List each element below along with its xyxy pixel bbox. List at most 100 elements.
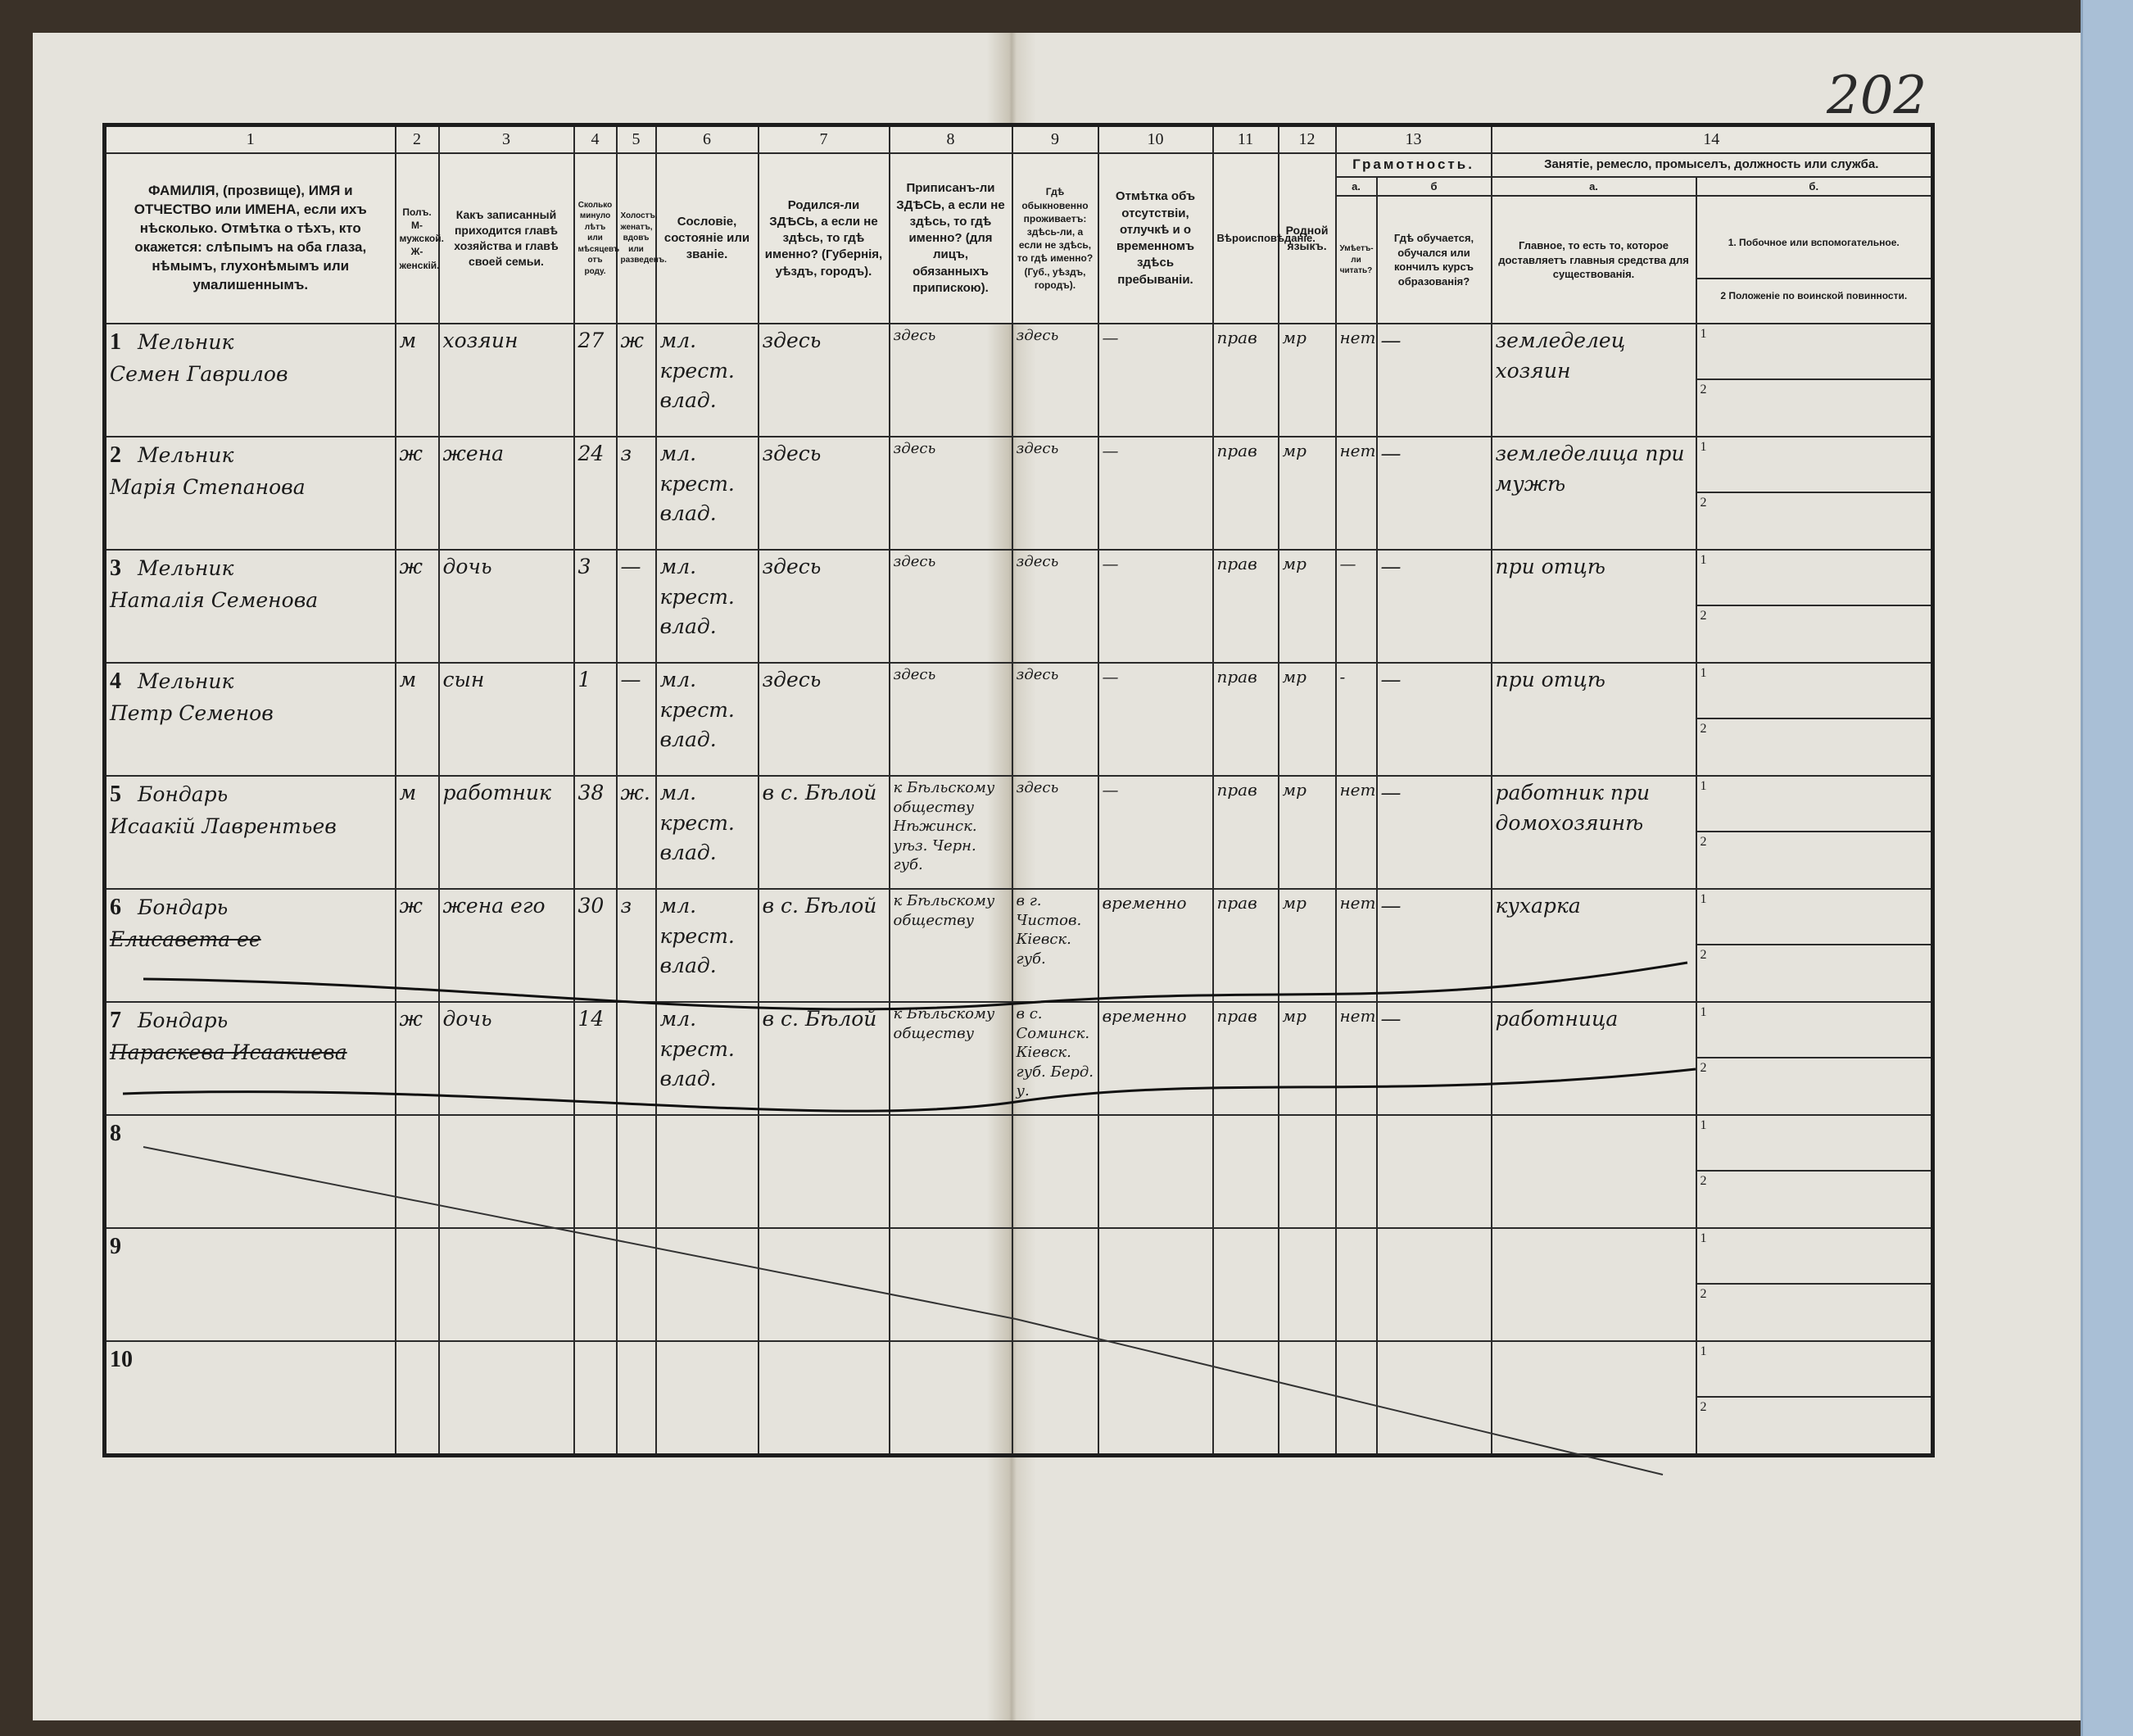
col-number: 14 — [1490, 124, 1934, 154]
occupation-cell: земледелица при мужѣ — [1490, 436, 1697, 551]
born-cell: здесь — [757, 662, 890, 777]
military-status-slot: 2 — [1700, 1400, 1707, 1415]
col-number: 12 — [1277, 124, 1337, 154]
estate-cell: мл. крест. влад. — [654, 436, 759, 551]
religion-value: прав — [1216, 441, 1257, 461]
sex-value: ж — [399, 442, 423, 466]
given-name-patronymic: Семен Гаврилов — [110, 362, 288, 387]
resides-cell — [1011, 1340, 1099, 1457]
relation-value: хозяин — [442, 329, 519, 353]
literate-value: - — [1339, 667, 1346, 687]
header-marital: Холостъ, женатъ, вдовъ или разведенъ. — [615, 152, 667, 325]
marital-value: — — [620, 668, 641, 692]
blue-folder-edge — [2081, 0, 2133, 1736]
estate-cell — [654, 1340, 759, 1457]
military-status-slot: 2 — [1700, 948, 1707, 963]
given-name-patronymic: Параскева Исаакиева — [110, 1040, 347, 1065]
table-row: 7 Бондарь Параскева Исаакиева ж дочь 14 мл. кр… — [103, 1001, 1934, 1117]
marital-value: з — [620, 442, 632, 466]
registered-value: здесь — [893, 440, 936, 458]
language-cell: мр — [1277, 662, 1337, 777]
occupation-cell — [1490, 1227, 1697, 1343]
surname: Мельник — [138, 556, 234, 581]
relation-cell: жена — [437, 436, 575, 551]
marital-value: ж. — [620, 781, 650, 805]
secondary-occupation-slot: 1 — [1696, 777, 1931, 833]
table-row: 4 Мельник Петр Семенов м сын 1 — мл. крест. вла… — [103, 662, 1934, 777]
education-cell: — — [1375, 1001, 1492, 1117]
sex-cell: м — [394, 323, 440, 438]
literate-value: — — [1339, 554, 1356, 574]
relation-value: жена — [442, 442, 505, 466]
header-13b-letter: б — [1375, 175, 1492, 197]
relation-value: жена его — [442, 894, 546, 918]
registered-cell: здесь — [888, 549, 1013, 664]
col-number: 11 — [1211, 124, 1279, 154]
name-cell: 5 Бондарь Исаакій Лаврентьев — [103, 775, 396, 891]
literate-value: нет — [1339, 893, 1376, 913]
religion-value: прав — [1216, 780, 1257, 800]
marital-value: — — [620, 555, 641, 579]
absence-cell: — — [1097, 323, 1214, 438]
education-value: — — [1380, 668, 1402, 692]
sex-cell — [394, 1114, 440, 1230]
resides-value: здесь — [1016, 327, 1059, 345]
registered-cell — [888, 1114, 1013, 1230]
surname: Мельник — [138, 443, 234, 468]
relation-value: сын — [442, 668, 485, 692]
age-value: 38 — [577, 781, 605, 805]
religion-cell: прав — [1211, 775, 1279, 891]
language-cell: мр — [1277, 775, 1337, 891]
literate-value: нет — [1339, 441, 1376, 461]
col-number: 8 — [888, 124, 1013, 154]
resides-value: здесь — [1016, 666, 1059, 684]
registered-cell: к Бѣльскому обществу Нѣжинск. уѣз. Черн.… — [888, 775, 1013, 891]
header-religion: Вѣроисповѣданіе. — [1211, 152, 1316, 325]
religion-cell: прав — [1211, 1001, 1279, 1117]
language-cell: мр — [1277, 888, 1337, 1004]
occupation-value: работница — [1495, 1007, 1619, 1031]
born-cell: здесь — [757, 436, 890, 551]
relation-cell — [437, 1340, 575, 1457]
occupation-cell: работник при домохозяинѣ — [1490, 775, 1697, 891]
estate-cell — [654, 1227, 759, 1343]
col-number: 3 — [437, 124, 575, 154]
registered-value: здесь — [893, 327, 936, 345]
language-cell: мр — [1277, 549, 1337, 664]
literate-cell — [1334, 1227, 1378, 1343]
absence-value: — — [1102, 780, 1119, 800]
surname: Бондарь — [138, 895, 229, 920]
absence-value: — — [1102, 328, 1119, 348]
age-cell: 27 — [573, 323, 618, 438]
col-number: 2 — [394, 124, 440, 154]
col-number: 10 — [1097, 124, 1214, 154]
age-value: 1 — [577, 668, 591, 692]
religion-cell — [1211, 1227, 1279, 1343]
registered-value: к Бѣльскому обществу — [893, 1005, 995, 1042]
sex-cell — [394, 1340, 440, 1457]
registered-cell: к Бѣльскому обществу — [888, 888, 1013, 1004]
language-value: мр — [1282, 328, 1307, 348]
estate-cell: мл. крест. влад. — [654, 888, 759, 1004]
row-number: 1 — [110, 329, 121, 356]
secondary-occupation-slot: 1 — [1696, 324, 1931, 381]
age-value: 30 — [577, 894, 605, 918]
absence-cell — [1097, 1114, 1214, 1230]
name-cell: 8 — [103, 1114, 396, 1230]
occupation-cell: кухарка — [1490, 888, 1697, 1004]
relation-cell: работник — [437, 775, 575, 891]
occupation-value: работник при домохозяинѣ — [1495, 781, 1651, 835]
census-form-table: 1 2 3 4 5 6 7 8 9 10 11 12 13 14 ФАМИЛІЯ… — [102, 123, 1935, 1458]
literate-value: нет — [1339, 1006, 1376, 1027]
sex-value: ж — [399, 1007, 423, 1031]
table-row: 1 Мельник Семен Гаврилов м хозяин 27 ж мл. крес… — [103, 323, 1934, 438]
sex-cell: ж — [394, 888, 440, 1004]
registered-cell — [888, 1227, 1013, 1343]
literate-cell: нет — [1334, 1001, 1378, 1117]
header-education: Гдѣ обучается, обучался или кончилъ курс… — [1375, 195, 1492, 325]
registered-value: здесь — [893, 553, 936, 571]
